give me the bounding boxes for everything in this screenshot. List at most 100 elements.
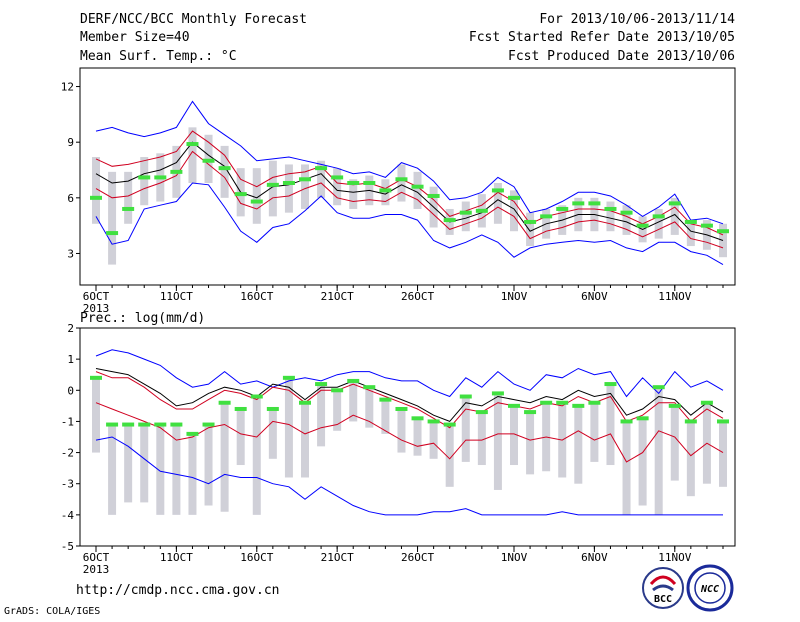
prec-series-min: [95, 436, 723, 516]
temp-observed-marker: [700, 223, 713, 228]
temp-xtick-label: 6OCT: [83, 290, 110, 303]
temp-xtick-label: 1NOV: [501, 290, 528, 303]
prec-observed-marker: [588, 400, 601, 405]
temp-spread-box: [654, 208, 663, 239]
temp-observed-marker: [508, 195, 520, 200]
temp-spread-box: [333, 168, 342, 206]
prec-xtick-label: 26OCT: [401, 551, 434, 564]
temp-spread-box: [670, 197, 679, 235]
prec-observed-marker: [443, 422, 456, 427]
temp-observed-marker: [218, 166, 231, 171]
temp-spread-box: [268, 160, 277, 217]
prec-observed-marker: [604, 382, 617, 387]
prec-observed-marker: [524, 410, 537, 415]
temp-observed-marker: [524, 219, 537, 224]
prec-observed-marker: [154, 422, 167, 427]
temperature-panel: 3 6 9 12 6OCT 11OCT 16OCT 21OCT 26OCT 1NOV 6NOV 11N…: [61, 67, 736, 315]
prec-observed-marker: [331, 388, 344, 393]
prec-xtick-label: 16OCT: [240, 551, 273, 564]
prec-ytick-label: -4: [61, 509, 75, 522]
prec-spread-box: [381, 399, 390, 434]
temp-series-ensemble_mean: [95, 141, 724, 241]
prec-observed-marker: [218, 400, 231, 405]
prec-observed-marker: [395, 406, 408, 411]
prec-ytick-label: -1: [61, 415, 74, 428]
prec-spread-box: [172, 424, 181, 515]
prec-spread-box: [252, 396, 261, 515]
prec-ytick-label: -3: [61, 478, 74, 491]
footer: http://cmdp.ncc.cma.gov.cn GrADS: COLA/I…: [4, 564, 734, 617]
prec-series-max: [95, 349, 724, 398]
temp-observed-marker: [636, 223, 649, 228]
prec-observed-marker: [138, 422, 151, 427]
prec-spread-box: [317, 384, 326, 447]
temp-spread-box: [108, 171, 117, 265]
prec-observed-marker: [717, 419, 729, 424]
temp-observed-marker: [491, 188, 504, 193]
prec-spread-box: [156, 424, 165, 515]
prec-observed-marker: [572, 403, 585, 408]
prec-spread-box: [429, 421, 438, 459]
source-url[interactable]: http://cmdp.ncc.cma.gov.cn: [76, 583, 280, 598]
temp-spread-box: [526, 212, 535, 247]
prec-observed-marker: [363, 385, 376, 390]
prec-observed-marker: [170, 422, 183, 427]
temp-spread-box: [510, 190, 518, 232]
temp-observed-marker: [315, 166, 328, 171]
ncc-logo-text: NCC: [700, 584, 719, 595]
prec-observed-marker: [556, 400, 569, 405]
prec-observed-marker: [684, 419, 697, 424]
prec-observed-marker: [250, 394, 263, 399]
prec-observed-marker: [106, 422, 119, 427]
temp-ytick-label: 12: [61, 81, 74, 94]
temp-observed-marker: [668, 201, 681, 206]
prec-observed-marker: [636, 416, 649, 421]
prec-spread-box: [461, 396, 470, 462]
temp-ytick-label: 3: [67, 247, 74, 260]
temp-spread-box: [124, 171, 133, 224]
temp-observed-marker: [154, 175, 167, 180]
temp-xtick-label: 11OCT: [160, 290, 193, 303]
prec-xtick-label: 11NOV: [658, 551, 691, 564]
temp-observed-marker: [266, 182, 279, 187]
prec-observed-marker: [266, 406, 279, 411]
temp-spread-box: [622, 205, 631, 235]
prec-spread-box: [204, 424, 213, 506]
prec-observed-marker: [234, 406, 247, 411]
temp-observed-marker: [572, 201, 585, 206]
temp-spread-box: [220, 145, 229, 198]
precip-ylabel: Prec.: log(mm/d): [80, 311, 205, 326]
temp-observed-marker: [170, 169, 183, 174]
prec-observed-marker: [652, 385, 665, 390]
prec-xtick-label: 6NOV: [581, 551, 608, 564]
temp-observed-marker: [443, 218, 456, 223]
prec-spread-box: [413, 418, 422, 456]
temp-observed-marker: [379, 188, 392, 193]
prec-observed-marker: [122, 422, 135, 427]
temp-xtick-label: 6NOV: [581, 290, 608, 303]
prec-spread-box: [670, 405, 679, 481]
prec-observed-marker: [427, 419, 440, 424]
temp-xtick-label: 11NOV: [658, 290, 691, 303]
temp-observed-marker: [234, 192, 247, 197]
temp-spread-box: [686, 220, 695, 247]
prec-spread-box: [445, 424, 454, 487]
temp-observed-marker: [588, 201, 601, 206]
prec-spread-box: [140, 424, 149, 503]
prec-series-upper: [95, 368, 724, 422]
temp-xtick-label: 21OCT: [321, 290, 354, 303]
prec-observed-marker: [315, 382, 328, 387]
prec-spread-box: [365, 387, 374, 428]
temp-observed-marker: [250, 199, 263, 204]
prec-observed-marker: [459, 394, 472, 399]
prec-observed-marker: [282, 375, 295, 380]
prec-observed-marker: [668, 403, 681, 408]
prec-spread-box: [719, 421, 727, 487]
prec-ytick-label: -5: [61, 540, 74, 553]
temp-plot-frame: [79, 67, 736, 286]
prec-series-lower: [95, 402, 724, 463]
prec-spread-box: [333, 390, 342, 431]
temp-observed-marker: [620, 210, 633, 215]
bcc-logo: BCC: [642, 567, 684, 609]
